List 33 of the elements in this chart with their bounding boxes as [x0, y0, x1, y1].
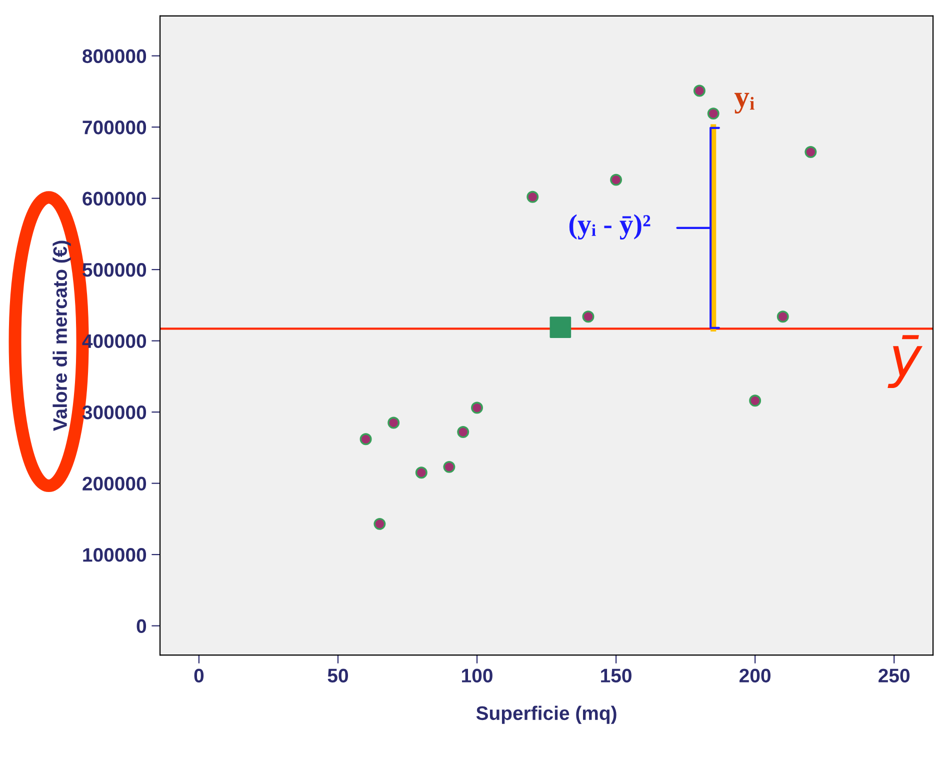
y-tick-label: 0 [136, 619, 146, 634]
y-axis-title: Valore di mercato (€) [52, 240, 71, 431]
y-tick-label: 200000 [82, 476, 146, 491]
point [457, 426, 470, 438]
point [804, 146, 817, 158]
y-tick-label: 700000 [82, 120, 146, 134]
x-tick-label: 100 [462, 668, 492, 682]
x-tick-label: 0 [194, 668, 204, 682]
point [749, 394, 762, 407]
annotation: (yᵢ - ȳ)² [569, 214, 650, 240]
x-tick-label: 50 [328, 668, 348, 682]
x-tick-label: 200 [740, 668, 770, 682]
point [443, 460, 456, 473]
point [526, 190, 539, 203]
point [388, 416, 400, 429]
point [374, 518, 386, 530]
y-tick-label: 600000 [82, 192, 146, 206]
x-tick-label: 150 [601, 668, 632, 682]
point [550, 316, 572, 338]
point [360, 433, 372, 446]
point [776, 310, 789, 323]
point [693, 84, 706, 97]
point [582, 310, 594, 323]
y-tick-label: 800000 [82, 49, 146, 64]
point [415, 466, 428, 479]
x-tick-label: 250 [878, 668, 910, 682]
ref-line-label: ȳ [888, 335, 923, 388]
point [610, 174, 622, 186]
y-tick-label: 100000 [83, 548, 146, 562]
x-axis-title: Superficie (mq) [476, 706, 616, 724]
point [471, 402, 483, 414]
annotation: yᵢ [734, 92, 754, 114]
point [707, 108, 720, 120]
